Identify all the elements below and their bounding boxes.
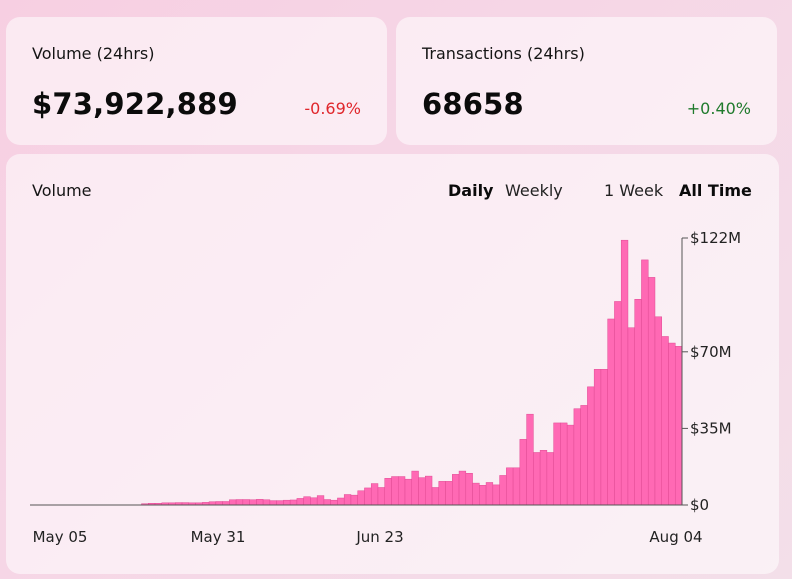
bar bbox=[472, 482, 480, 506]
bar bbox=[526, 413, 534, 506]
bar bbox=[269, 500, 277, 506]
bar bbox=[674, 346, 683, 506]
bar bbox=[384, 478, 392, 506]
bar bbox=[357, 490, 365, 506]
bar bbox=[533, 452, 541, 506]
x-tick-label: May 05 bbox=[33, 528, 88, 546]
bar bbox=[627, 327, 635, 506]
bar bbox=[593, 369, 602, 506]
bar bbox=[458, 470, 467, 506]
bar bbox=[404, 478, 413, 506]
transactions-card-value: 68658 bbox=[422, 87, 524, 121]
bar bbox=[256, 499, 264, 506]
bar bbox=[519, 439, 527, 506]
bar bbox=[553, 422, 561, 506]
tab-1-week[interactable]: 1 Week bbox=[604, 181, 664, 200]
bar bbox=[566, 424, 575, 506]
bar bbox=[600, 369, 608, 506]
bar bbox=[411, 470, 419, 506]
bar bbox=[397, 476, 406, 506]
volume-chart-card: Volume Daily Weekly 1 Week All Time $0 $3… bbox=[6, 154, 779, 574]
bar bbox=[276, 500, 284, 506]
bar bbox=[289, 499, 298, 506]
x-axis-ticks: May 05 May 31 Jun 23 Aug 04 bbox=[33, 528, 703, 546]
y-tick-label: $122M bbox=[690, 229, 741, 247]
bar bbox=[506, 467, 514, 506]
tab-daily[interactable]: Daily bbox=[448, 181, 494, 200]
bar bbox=[235, 499, 244, 506]
volume-card-value: $73,922,889 bbox=[32, 87, 238, 121]
bar bbox=[452, 474, 460, 506]
bar bbox=[560, 422, 568, 506]
bar-series bbox=[46, 239, 683, 506]
bar bbox=[438, 481, 446, 506]
y-tick-label: $70M bbox=[690, 343, 732, 361]
bar bbox=[310, 497, 318, 506]
x-tick-label: Jun 23 bbox=[355, 528, 403, 546]
bar bbox=[499, 475, 507, 506]
x-tick-label: Aug 04 bbox=[649, 528, 702, 546]
transactions-card-change: +0.40% bbox=[686, 99, 751, 118]
bar bbox=[283, 499, 291, 506]
bar bbox=[492, 484, 500, 506]
tab-all-time[interactable]: All Time bbox=[679, 181, 752, 200]
bar bbox=[262, 499, 271, 506]
bar bbox=[587, 386, 595, 506]
bar bbox=[647, 277, 656, 506]
chart-title: Volume bbox=[32, 181, 92, 200]
bar bbox=[573, 408, 581, 506]
bar bbox=[249, 499, 257, 506]
bar bbox=[377, 487, 385, 506]
bar bbox=[445, 481, 453, 506]
bar bbox=[350, 494, 358, 506]
bar bbox=[303, 496, 311, 506]
bar bbox=[668, 342, 676, 506]
bar bbox=[343, 494, 352, 506]
bar bbox=[661, 336, 669, 506]
bar bbox=[330, 499, 338, 506]
volume-card-title: Volume (24hrs) bbox=[32, 44, 155, 63]
bar bbox=[316, 495, 325, 506]
x-tick-label: May 31 bbox=[191, 528, 246, 546]
bar bbox=[370, 483, 379, 506]
bar bbox=[465, 473, 473, 506]
bar bbox=[296, 498, 304, 506]
bar bbox=[634, 299, 642, 506]
transactions-card: Transactions (24hrs) 68658 +0.40% bbox=[396, 17, 777, 145]
y-tick-label: $35M bbox=[690, 419, 732, 437]
bar bbox=[539, 450, 548, 506]
bar bbox=[418, 477, 426, 506]
volume-bar-chart: $0 $35M $70M $122M May 05 May 31 Jun 23 Aug 04 bbox=[30, 229, 741, 546]
bar bbox=[580, 405, 588, 506]
y-tick-label: $0 bbox=[690, 496, 709, 514]
bar bbox=[654, 316, 662, 506]
bar bbox=[242, 499, 250, 506]
y-axis-ticks: $0 $35M $70M $122M bbox=[682, 229, 741, 514]
bar bbox=[614, 301, 622, 506]
bar bbox=[229, 499, 237, 506]
bar bbox=[607, 318, 615, 506]
bar bbox=[364, 487, 372, 506]
bar bbox=[215, 501, 223, 506]
bar bbox=[512, 467, 521, 506]
bar bbox=[425, 475, 433, 506]
bar bbox=[391, 476, 399, 506]
bar bbox=[485, 482, 494, 506]
volume-card-change: -0.69% bbox=[304, 99, 361, 118]
bar bbox=[222, 501, 230, 506]
bar bbox=[620, 239, 629, 506]
volume-card: Volume (24hrs) $73,922,889 -0.69% bbox=[6, 17, 387, 145]
tab-weekly[interactable]: Weekly bbox=[505, 181, 563, 200]
bar bbox=[337, 497, 345, 506]
bar bbox=[323, 499, 331, 506]
bar bbox=[546, 452, 554, 506]
bar bbox=[479, 485, 487, 506]
transactions-card-title: Transactions (24hrs) bbox=[422, 44, 585, 63]
bar bbox=[641, 259, 649, 506]
bar bbox=[431, 487, 440, 506]
